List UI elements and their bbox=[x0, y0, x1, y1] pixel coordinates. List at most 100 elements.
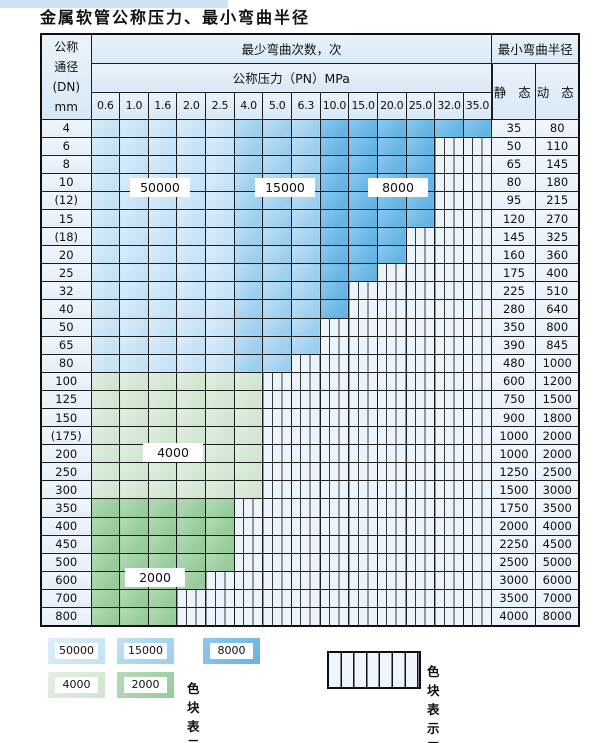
spec-unavailable-cell bbox=[319, 407, 350, 428]
spec-unavailable-cell bbox=[233, 588, 264, 609]
spec-available-cell bbox=[119, 588, 149, 609]
spec-available-cell bbox=[319, 281, 350, 301]
dynamic-radius-cell: 845 bbox=[535, 335, 580, 355]
static-radius-cell: 95 bbox=[491, 190, 537, 210]
pressure-header-25.0: 25.0 bbox=[405, 91, 436, 120]
spec-unavailable-cell bbox=[348, 317, 378, 337]
spec-available-cell bbox=[376, 154, 407, 174]
spec-available-cell bbox=[376, 208, 407, 229]
spec-unavailable-cell bbox=[434, 299, 464, 319]
dn-cell: 4 bbox=[40, 118, 92, 138]
header-row-3: 0.6 1.0 1.6 2.0 2.5 4.0 5.0 6.3 10.0 15.0 20.0 25.0… bbox=[41, 91, 579, 120]
spec-available-cell bbox=[205, 389, 235, 410]
pressure-header-35.0: 35.0 bbox=[462, 91, 493, 120]
spec-available-cell bbox=[290, 208, 321, 229]
spec-available-cell bbox=[233, 245, 264, 265]
spec-available-cell bbox=[262, 227, 292, 247]
spec-available-cell bbox=[405, 208, 436, 229]
spec-available-cell bbox=[147, 426, 178, 446]
legend-available-note: 色块表示有此规格 bbox=[187, 681, 201, 743]
table-row-dn-300: 300 1500 3000 bbox=[40, 480, 580, 500]
spec-unavailable-cell bbox=[405, 389, 436, 410]
spec-available-cell bbox=[90, 227, 121, 247]
dn-cell: 20 bbox=[40, 245, 92, 265]
static-radius-cell: 2000 bbox=[491, 516, 537, 536]
spec-available-cell bbox=[319, 136, 350, 156]
spec-table-grid: 公称 通径 (DN) mm 最少弯曲次数，次 最小弯曲半径 公称压力（PN）MPa 静 态动 … bbox=[40, 33, 580, 627]
legend-swatch-4000: 4000 bbox=[48, 672, 105, 698]
spec-unavailable-cell bbox=[405, 407, 436, 428]
spec-unavailable-cell bbox=[319, 607, 350, 627]
spec-available-cell bbox=[262, 245, 292, 265]
spec-unavailable-cell bbox=[405, 227, 436, 247]
spec-unavailable-cell bbox=[262, 426, 292, 446]
spec-unavailable-cell bbox=[434, 190, 464, 210]
spec-available-cell bbox=[147, 227, 178, 247]
table-row-dn-32: 32 225 510 bbox=[40, 281, 580, 301]
spec-available-cell bbox=[233, 263, 264, 283]
spec-available-cell bbox=[233, 462, 264, 482]
spec-unavailable-cell bbox=[462, 498, 493, 518]
spec-available-cell bbox=[205, 462, 235, 482]
dn-cell: 32 bbox=[40, 281, 92, 301]
spec-unavailable-cell bbox=[319, 498, 350, 518]
dn-cell: 500 bbox=[40, 552, 92, 572]
table-row-dn-450: 450 2250 4500 bbox=[40, 534, 580, 554]
pressure-header-15.0: 15.0 bbox=[348, 91, 378, 120]
legend-swatch-8000: 8000 bbox=[203, 638, 260, 664]
spec-unavailable-cell bbox=[319, 588, 350, 609]
spec-unavailable-cell bbox=[348, 516, 378, 536]
spec-available-cell bbox=[233, 389, 264, 410]
spec-available-cell bbox=[262, 317, 292, 337]
spec-available-cell bbox=[233, 426, 264, 446]
spec-unavailable-cell bbox=[462, 281, 493, 301]
dynamic-radius-cell: 180 bbox=[535, 172, 580, 192]
spec-available-cell bbox=[205, 190, 235, 210]
spec-unavailable-cell bbox=[262, 534, 292, 554]
spec-available-cell bbox=[176, 353, 207, 373]
spec-unavailable-cell bbox=[462, 407, 493, 428]
spec-unavailable-cell bbox=[205, 588, 235, 609]
table-row-dn-400: 400 2000 4000 bbox=[40, 516, 580, 536]
spec-unavailable-cell bbox=[405, 426, 436, 446]
spec-unavailable-cell bbox=[405, 607, 436, 627]
spec-unavailable-cell bbox=[319, 570, 350, 590]
spec-available-cell bbox=[176, 426, 207, 446]
legend-swatch-label: 15000 bbox=[124, 643, 167, 659]
spec-unavailable-cell bbox=[319, 426, 350, 446]
dn-header-line: mm bbox=[54, 99, 78, 114]
spec-unavailable-cell bbox=[405, 299, 436, 319]
dynamic-radius-cell: 3500 bbox=[535, 498, 580, 518]
spec-unavailable-cell bbox=[233, 498, 264, 518]
static-radius-cell: 4000 bbox=[491, 607, 537, 627]
table-row-dn-40: 40 280 640 bbox=[40, 299, 580, 319]
spec-available-cell bbox=[90, 552, 121, 572]
pressure-header-2.0: 2.0 bbox=[176, 91, 207, 120]
spec-unavailable-cell bbox=[434, 281, 464, 301]
spec-unavailable-cell bbox=[290, 498, 321, 518]
spec-available-cell bbox=[119, 498, 149, 518]
spec-available-cell bbox=[205, 154, 235, 174]
spec-available-cell bbox=[90, 299, 121, 319]
static-radius-cell: 1250 bbox=[491, 462, 537, 482]
spec-unavailable-cell bbox=[262, 570, 292, 590]
dn-cell: 400 bbox=[40, 516, 92, 536]
static-radius-cell: 1500 bbox=[491, 480, 537, 500]
nominal-pressure-header: 公称压力（PN）MPa bbox=[90, 62, 493, 93]
spec-unavailable-cell bbox=[405, 263, 436, 283]
spec-unavailable-cell bbox=[462, 371, 493, 391]
dynamic-radius-cell: 1200 bbox=[535, 371, 580, 391]
spec-available-cell bbox=[90, 462, 121, 482]
spec-unavailable-cell bbox=[376, 498, 407, 518]
spec-unavailable-cell bbox=[462, 426, 493, 446]
spec-available-cell bbox=[176, 480, 207, 500]
spec-unavailable-cell bbox=[405, 245, 436, 265]
spec-unavailable-cell bbox=[348, 407, 378, 428]
spec-available-cell bbox=[90, 534, 121, 554]
dn-header-line: 通径 bbox=[54, 59, 79, 74]
spec-available-cell bbox=[319, 208, 350, 229]
spec-available-cell bbox=[376, 245, 407, 265]
dynamic-radius-cell: 3000 bbox=[535, 480, 580, 500]
spec-unavailable-cell bbox=[233, 516, 264, 536]
